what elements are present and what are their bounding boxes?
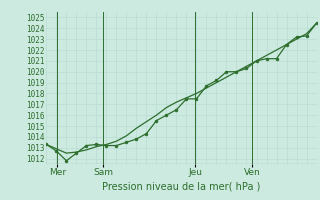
X-axis label: Pression niveau de la mer( hPa ): Pression niveau de la mer( hPa )	[102, 181, 261, 191]
